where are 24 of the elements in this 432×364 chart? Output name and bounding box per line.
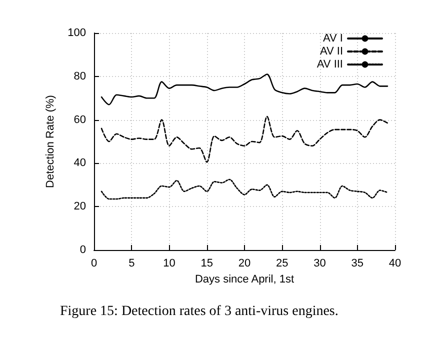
x-tick-label: 25 xyxy=(276,258,288,270)
x-tick-label: 20 xyxy=(238,258,251,270)
x-tick-label: 15 xyxy=(200,258,213,270)
x-tick-label: 0 xyxy=(90,258,98,270)
y-tick-label: 80 xyxy=(74,70,86,82)
x-tick-label: 10 xyxy=(163,258,176,270)
line-series xyxy=(100,74,388,106)
y-tick-label: 0 xyxy=(80,244,86,256)
line-series xyxy=(100,116,388,163)
x-tick-label: 35 xyxy=(351,258,364,270)
x-axis-title: Days since April, 1st xyxy=(194,273,294,286)
y-axis-title: Detection Rate (%) xyxy=(44,95,56,188)
legend-label: AV II xyxy=(320,46,343,58)
y-tick-label: 60 xyxy=(74,114,86,126)
caption: Figure 15: Detection rates of 3 anti-virus engines. xyxy=(60,303,340,321)
legend-label: AV III xyxy=(316,58,343,70)
legend-label: AV I xyxy=(323,32,343,44)
y-tick-label: 40 xyxy=(74,157,86,170)
x-tick-label: 30 xyxy=(314,258,326,270)
y-tick-label: 20 xyxy=(74,200,86,213)
y-tick-label: 100 xyxy=(68,27,86,39)
x-tick-label: 40 xyxy=(388,258,402,270)
line-series xyxy=(100,178,388,200)
x-tick-label: 5 xyxy=(128,258,135,270)
